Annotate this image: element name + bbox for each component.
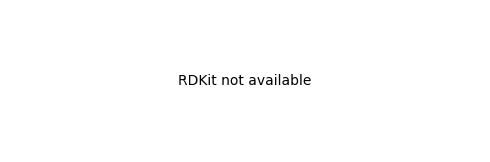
Text: RDKit not available: RDKit not available <box>178 74 312 88</box>
